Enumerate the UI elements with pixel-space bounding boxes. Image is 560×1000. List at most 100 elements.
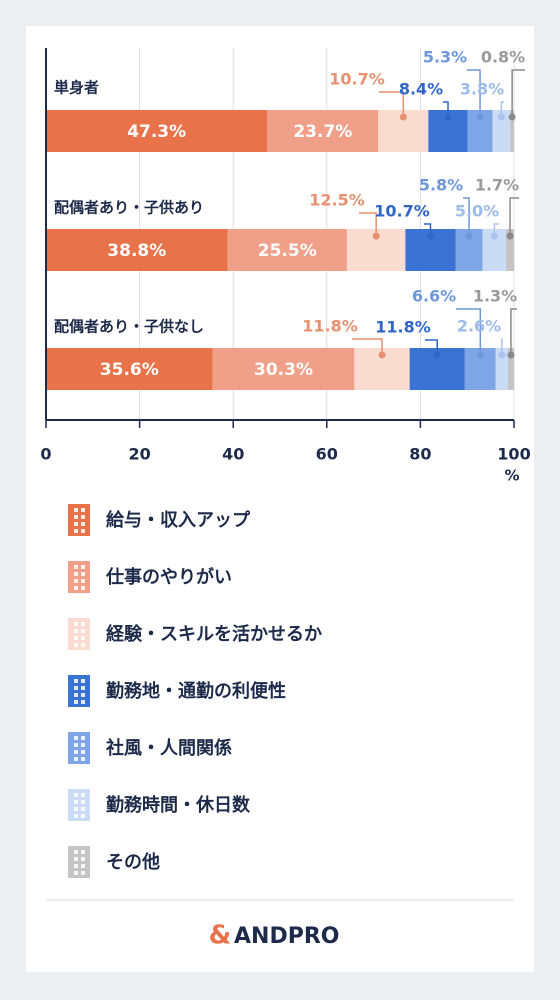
- legend-icon-window: [74, 743, 78, 747]
- card: [26, 26, 534, 972]
- value-label: 12.5%: [309, 191, 365, 210]
- logo-text: ANDPRO: [234, 924, 339, 949]
- legend-label: 経験・スキルを活かせるか: [106, 623, 322, 645]
- legend-icon-window: [81, 693, 85, 697]
- legend-icon-window: [74, 586, 78, 590]
- value-label: 30.3%: [254, 360, 313, 380]
- legend-icon-window: [81, 857, 85, 861]
- legend-icon-window: [74, 522, 78, 526]
- callout-line: [511, 69, 525, 117]
- legend-icon-window: [74, 864, 78, 868]
- callout-line: [501, 338, 503, 355]
- legend-icon-window: [81, 565, 85, 569]
- legend-swatch: [68, 732, 90, 764]
- value-label: 1.7%: [475, 176, 519, 195]
- callout-dot: [433, 351, 441, 359]
- legend-icon-window: [74, 629, 78, 633]
- callout-line: [359, 212, 377, 236]
- value-label: 3.8%: [460, 80, 504, 99]
- legend-icon-window: [81, 793, 85, 797]
- legend-icon-window: [81, 622, 85, 626]
- legend-icon-window: [81, 864, 85, 868]
- bar-segment: [506, 229, 514, 271]
- callout-line: [424, 223, 432, 236]
- legend-icon-window: [74, 793, 78, 797]
- legend-swatch: [68, 846, 90, 878]
- legend-icon-window: [81, 750, 85, 754]
- bar-segment: [495, 348, 508, 390]
- legend-icon-window: [74, 814, 78, 818]
- category-label: 配偶者あり・子供あり: [54, 199, 204, 217]
- callout-dot: [476, 351, 484, 359]
- callout-line: [425, 339, 438, 355]
- bar-segment: [227, 229, 347, 271]
- bar-segment: [482, 229, 507, 271]
- callout-dot: [444, 113, 452, 121]
- callout-line: [379, 91, 405, 117]
- legend-icon-window: [74, 757, 78, 761]
- legend-icon-window: [81, 579, 85, 583]
- legend-icon-window: [81, 636, 85, 640]
- bar-segment: [212, 348, 355, 390]
- bar-segment: [46, 110, 268, 152]
- callout-dot: [507, 351, 515, 359]
- legend-item: 仕事のやりがい: [68, 561, 232, 593]
- callout-dot: [508, 113, 516, 121]
- legend-icon-window: [74, 857, 78, 861]
- legend-swatch: [68, 504, 90, 536]
- callout-dot: [476, 113, 484, 121]
- legend-swatch: [68, 561, 90, 593]
- legend-icon-window: [74, 579, 78, 583]
- legend-label: 仕事のやりがい: [105, 566, 232, 588]
- legend-icon-window: [74, 686, 78, 690]
- legend-item: 勤務時間・休日数: [68, 789, 251, 821]
- legend-icon-window: [74, 700, 78, 704]
- legend-icon-window: [81, 572, 85, 576]
- legend-icon-window: [81, 643, 85, 647]
- bar-segment: [46, 229, 228, 271]
- value-label: 5.3%: [423, 48, 467, 67]
- x-tick-label: 0: [40, 445, 51, 464]
- legend-label: 勤務地・通勤の利便性: [106, 680, 286, 702]
- bar-segment: [510, 110, 514, 152]
- legend-item: 勤務地・通勤の利便性: [68, 675, 286, 707]
- value-label: 11.8%: [375, 318, 431, 337]
- callout-dot: [498, 351, 506, 359]
- callout-line: [352, 338, 383, 355]
- legend-icon-window: [74, 572, 78, 576]
- callout-line: [493, 223, 499, 236]
- callout-dot: [465, 232, 473, 240]
- value-label: 8.4%: [399, 80, 443, 99]
- legend-icon-window: [81, 529, 85, 533]
- legend-icon-window: [81, 736, 85, 740]
- value-label: 35.6%: [100, 360, 159, 380]
- legend-icon-window: [74, 800, 78, 804]
- callout-dot: [506, 232, 514, 240]
- legend-item: 給与・収入アップ: [68, 504, 251, 536]
- legend-icon-window: [74, 679, 78, 683]
- value-label: 1.3%: [473, 287, 517, 306]
- legend-icon-window: [74, 736, 78, 740]
- legend-item: 経験・スキルを活かせるか: [68, 618, 322, 650]
- legend-swatch: [68, 618, 90, 650]
- legend-label: 社風・人間関係: [106, 737, 232, 759]
- callout-dot: [372, 232, 380, 240]
- x-tick-label: 20: [128, 445, 150, 464]
- legend-icon-window: [81, 850, 85, 854]
- legend-label: その他: [106, 851, 160, 873]
- x-tick-label: 40: [222, 445, 244, 464]
- value-label: 5.8%: [419, 176, 463, 195]
- legend-icon-window: [74, 871, 78, 875]
- callout-dot: [378, 351, 386, 359]
- value-label: 5.0%: [455, 202, 499, 221]
- value-label: 23.7%: [293, 122, 352, 142]
- value-label: 38.8%: [107, 241, 166, 261]
- callout-line: [509, 197, 519, 236]
- legend-icon-window: [81, 522, 85, 526]
- x-tick-label: 100: [497, 445, 530, 464]
- legend-item: 社風・人間関係: [68, 732, 232, 764]
- legend-icon-window: [81, 686, 85, 690]
- category-label: 配偶者あり・子供なし: [54, 318, 204, 336]
- x-axis-label: %: [504, 467, 519, 485]
